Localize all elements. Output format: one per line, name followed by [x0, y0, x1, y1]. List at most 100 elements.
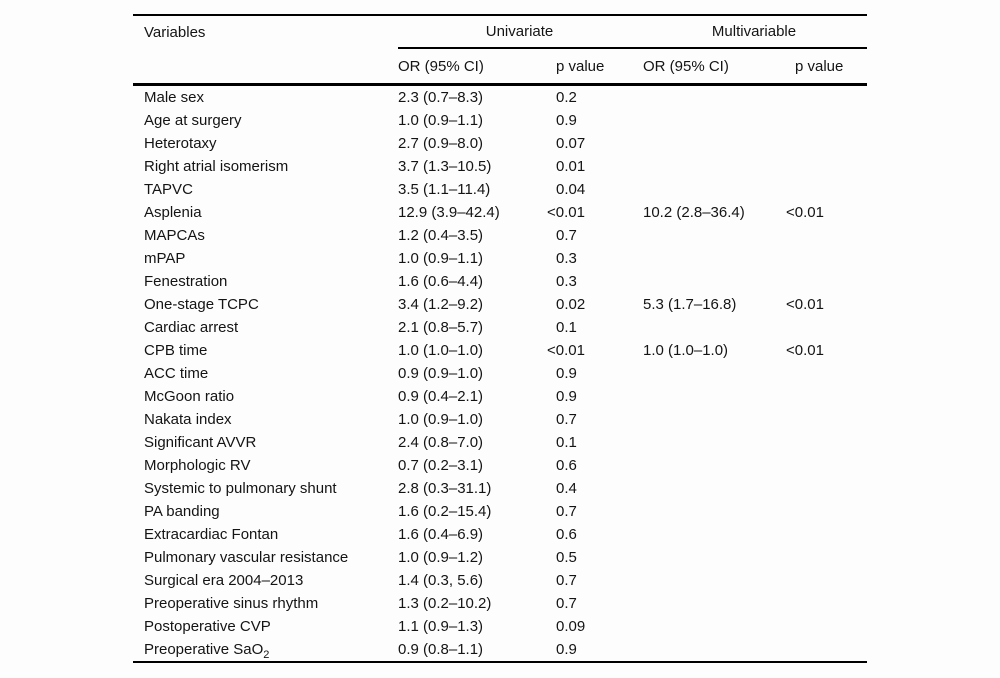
- univariate-or-cell: 3.5 (1.1–11.4): [398, 181, 491, 198]
- univariate-p-cell: 0.7: [556, 503, 577, 520]
- variable-cell: Preoperative SaO2: [144, 641, 270, 661]
- variables-column-header: Variables: [144, 23, 206, 41]
- variable-cell: Surgical era 2004–2013: [144, 572, 304, 589]
- multivariable-or-cell: [641, 408, 795, 431]
- multivariable-or-cell: 10.2 (2.8–36.4): [643, 204, 745, 221]
- univariate-or-cell: 0.9 (0.4–2.1): [398, 388, 484, 405]
- table-row: Heterotaxy 2.7 (0.9–8.0) 0.07: [133, 132, 867, 155]
- table-row: Postoperative CVP 1.1 (0.9–1.3) 0.09: [133, 615, 867, 638]
- univariate-or-cell: 1.4 (0.3, 5.6): [398, 572, 484, 589]
- variable-cell: Extracardiac Fontan: [144, 526, 279, 543]
- univariate-or-cell: 0.9 (0.8–1.1): [398, 641, 484, 658]
- multivariable-or-cell: [641, 592, 795, 615]
- univariate-p-cell: 0.2: [556, 89, 577, 106]
- univariate-or-cell: 1.0 (0.9–1.0): [398, 411, 484, 428]
- univariate-p-cell: 0.9: [556, 112, 577, 129]
- multivariable-or-cell: [641, 477, 795, 500]
- multivariable-or-cell: [641, 178, 795, 201]
- multivariable-p-cell: [795, 178, 867, 201]
- variable-cell: One-stage TCPC: [144, 296, 259, 313]
- variable-cell: Male sex: [144, 89, 205, 106]
- multivariable-or-cell: [641, 500, 795, 523]
- multivariable-p-cell: [795, 523, 867, 546]
- sub-header-row: OR (95% CI) p value OR (95% CI) p value: [133, 48, 868, 86]
- multivariable-p-cell: <0.01: [786, 342, 824, 359]
- table-row: Morphologic RV 0.7 (0.2–3.1) 0.6: [133, 454, 867, 477]
- univariate-p-cell: 0.9: [556, 641, 577, 658]
- multivariable-p-cell: [795, 85, 867, 110]
- univariate-or-cell: 2.3 (0.7–8.3): [398, 89, 484, 106]
- univariate-or-cell: 1.0 (0.9–1.1): [398, 112, 484, 129]
- table-header: Variables Univariate Multivariable OR (9…: [133, 15, 868, 86]
- table-row: Pulmonary vascular resistance 1.0 (0.9–1.…: [133, 546, 867, 569]
- multivariable-p-cell: [795, 316, 867, 339]
- multivariable-or-cell: 5.3 (1.7–16.8): [643, 296, 737, 313]
- table-row: MAPCAs 1.2 (0.4–3.5) 0.7: [133, 224, 867, 247]
- multivariable-p-cell: [795, 408, 867, 431]
- univariate-or-cell: 3.4 (1.2–9.2): [398, 296, 484, 313]
- multivariable-p-cell: [795, 385, 867, 408]
- univariate-or-cell: 1.6 (0.6–4.4): [398, 273, 484, 290]
- variable-cell: Preoperative sinus rhythm: [144, 595, 319, 612]
- multivariable-p-cell: [795, 109, 867, 132]
- multivariable-or-cell: [641, 270, 795, 293]
- variable-cell: Heterotaxy: [144, 135, 217, 152]
- univariate-or-cell: 1.6 (0.4–6.9): [398, 526, 484, 543]
- table-row: McGoon ratio 0.9 (0.4–2.1) 0.9: [133, 385, 867, 408]
- univariate-p-cell: 0.1: [556, 319, 577, 336]
- multivariable-p-cell: [795, 155, 867, 178]
- multivariable-p-cell: [795, 638, 867, 662]
- table-row: PA banding 1.6 (0.2–15.4) 0.7: [133, 500, 867, 523]
- univariate-or-cell: 2.8 (0.3–31.1): [398, 480, 492, 497]
- multivariable-p-cell: [795, 615, 867, 638]
- multivariable-p-cell: [795, 546, 867, 569]
- multivariable-p-cell: [795, 247, 867, 270]
- multivariable-p-cell: [795, 431, 867, 454]
- multivariable-p-cell: [795, 362, 867, 385]
- empty-corner-cell: [133, 48, 398, 86]
- variable-cell: CPB time: [144, 342, 208, 359]
- table-row: Cardiac arrest 2.1 (0.8–5.7) 0.1: [133, 316, 867, 339]
- multivariable-or-cell: [641, 247, 795, 270]
- table-row: Preoperative SaO2 0.9 (0.8–1.1) 0.9: [133, 638, 867, 662]
- multivariable-or-cell: [641, 569, 795, 592]
- variable-cell: Right atrial isomerism: [144, 158, 289, 175]
- univariate-p-cell: 0.1: [556, 434, 577, 451]
- multivariable-p-cell: [795, 454, 867, 477]
- multivariable-p-cell: [795, 477, 867, 500]
- multivariable-p-cell: [795, 500, 867, 523]
- univariate-p-cell: 0.04: [556, 181, 586, 198]
- univariate-or-cell: 2.1 (0.8–5.7): [398, 319, 484, 336]
- univariate-p-cell: 0.6: [556, 457, 577, 474]
- multivariable-p-cell: [795, 592, 867, 615]
- univariate-p-cell: 0.7: [556, 572, 577, 589]
- variable-cell: Morphologic RV: [144, 457, 251, 474]
- table-row: Nakata index 1.0 (0.9–1.0) 0.7: [133, 408, 867, 431]
- univariate-p-cell: 0.3: [556, 250, 577, 267]
- univariate-group-header: Univariate: [398, 15, 641, 49]
- univariate-or-cell: 1.0 (1.0–1.0): [398, 342, 484, 359]
- variable-cell: ACC time: [144, 365, 209, 382]
- multivariable-group-header: Multivariable: [641, 15, 868, 49]
- variable-cell: Asplenia: [144, 204, 202, 221]
- variable-cell: PA banding: [144, 503, 220, 520]
- univariate-or-cell: 0.9 (0.9–1.0): [398, 365, 484, 382]
- table-row: Systemic to pulmonary shunt 2.8 (0.3–31.1…: [133, 477, 867, 500]
- multivariable-or-cell: [641, 362, 795, 385]
- univariate-p-cell: 0.7: [556, 595, 577, 612]
- table-row: Asplenia 12.9 (3.9–42.4) <0.01 10.2 (2.8–36…: [133, 201, 867, 224]
- table-row: Preoperative sinus rhythm 1.3 (0.2–10.2) 0…: [133, 592, 867, 615]
- variable-cell: Significant AVVR: [144, 434, 257, 451]
- univariate-p-cell: 0.4: [556, 480, 577, 497]
- multivariable-p-cell: [795, 132, 867, 155]
- univariate-p-cell: 0.6: [556, 526, 577, 543]
- multivariable-or-cell: [641, 85, 795, 110]
- univariate-or-cell: 1.1 (0.9–1.3): [398, 618, 484, 635]
- table-row: Extracardiac Fontan 1.6 (0.4–6.9) 0.6: [133, 523, 867, 546]
- multivariable-or-cell: [641, 132, 795, 155]
- table-row: Right atrial isomerism 3.7 (1.3–10.5) 0.01: [133, 155, 867, 178]
- univariate-p-cell: 0.02: [556, 296, 586, 313]
- univariate-p-header: p value: [556, 48, 641, 86]
- univariate-or-cell: 1.6 (0.2–15.4): [398, 503, 492, 520]
